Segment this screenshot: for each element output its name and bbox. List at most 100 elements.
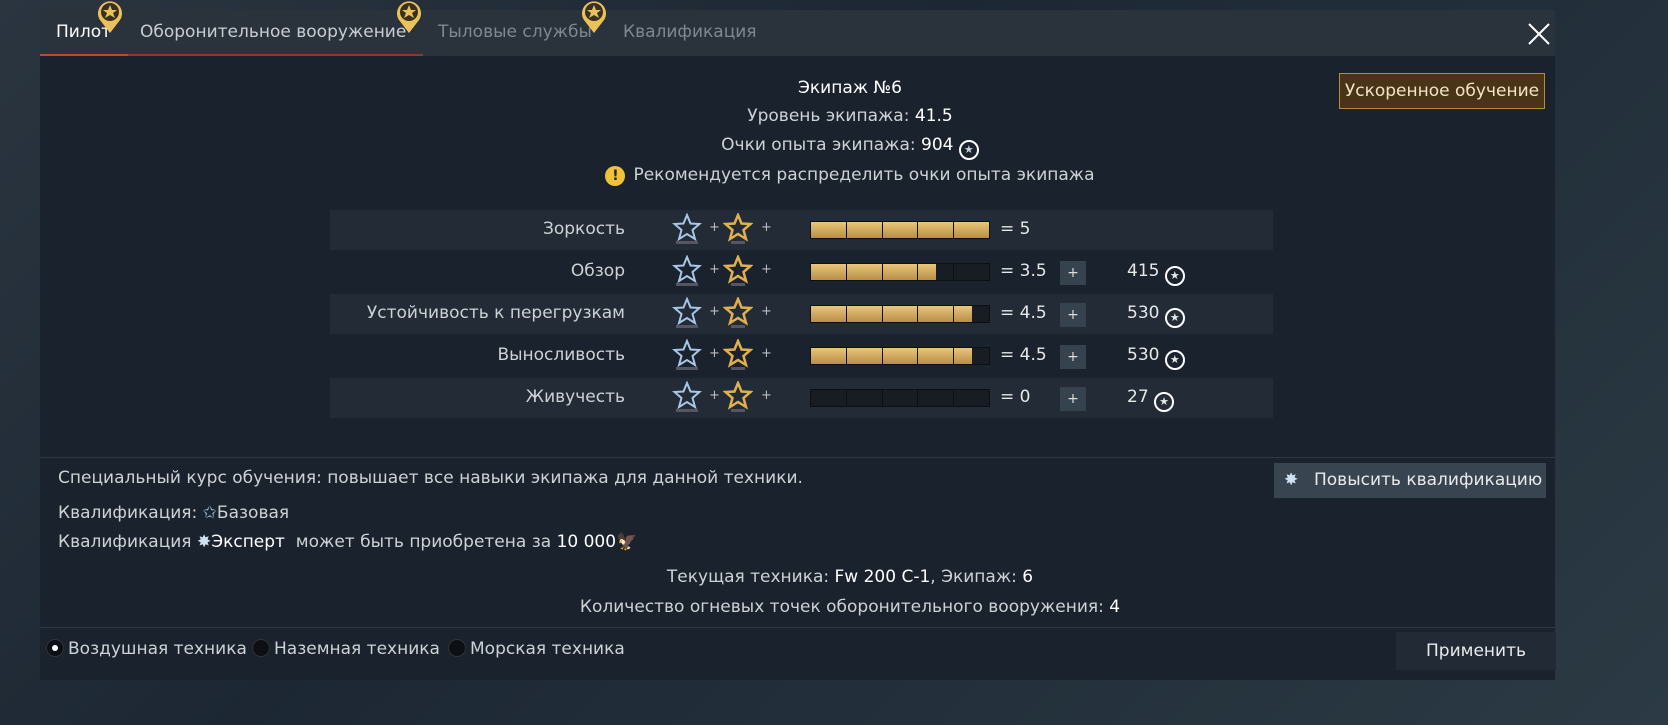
tab-rear-services[interactable]: Тыловые службы — [438, 22, 592, 42]
expert-prefix: Квалификация — [58, 532, 192, 552]
expert-qualification-icon — [722, 253, 754, 287]
plus-sign: + — [761, 388, 772, 403]
star-badge-icon — [98, 1, 122, 33]
skill-bar-segment — [954, 264, 989, 280]
tab-defensive-armament[interactable]: Оборонительное вооружение — [140, 22, 407, 42]
plus-sign: + — [709, 346, 720, 361]
crew-xp-icon: ★ — [1154, 392, 1175, 412]
star-badge-icon — [397, 1, 421, 33]
skill-value: = 4.5 — [1000, 345, 1047, 365]
tab-pilot[interactable]: Пилот — [56, 22, 112, 42]
radio-air-vehicles[interactable]: Воздушная техника — [46, 639, 247, 659]
skill-bar-segment — [882, 348, 918, 364]
crew-level-value: 41.5 — [914, 106, 953, 126]
crew-xp-value: 904 — [921, 135, 954, 155]
plus-sign: + — [709, 304, 720, 319]
skill-bar-segment — [811, 348, 846, 364]
skill-level-bar[interactable] — [810, 221, 990, 239]
basic-qualification-icon — [671, 212, 703, 245]
skill-cost: 415 ★ — [1127, 261, 1185, 286]
expert-qualification-icon — [722, 379, 754, 413]
skill-bar-segment — [882, 264, 918, 280]
skill-row: Зоркость + + = 5 — [330, 210, 1273, 250]
plus-sign: + — [761, 262, 772, 277]
plus-sign: + — [709, 262, 720, 277]
expert-qualification-icon: ✸ — [1284, 470, 1299, 490]
increase-skill-button[interactable]: + — [1060, 345, 1086, 369]
skill-level-bar[interactable] — [810, 305, 990, 323]
radio-indicator — [252, 639, 270, 657]
skill-value: = 3.5 — [1000, 261, 1047, 281]
star-badge-icon — [582, 1, 606, 33]
skill-level-bar[interactable] — [810, 389, 990, 407]
increase-skill-button[interactable]: + — [1060, 387, 1086, 411]
plus-sign: + — [709, 388, 720, 403]
radio-label: Наземная техника — [274, 639, 440, 659]
qualification-label: Квалификация: — [58, 503, 198, 523]
expert-qualification-icon: ✸ — [196, 532, 212, 552]
crew-xp-icon: ★ — [958, 140, 979, 160]
skill-bar-segment — [846, 222, 882, 238]
warning-icon: ! — [605, 166, 626, 186]
skill-bar-segment — [882, 390, 918, 406]
crew-title: Экипаж №6 — [798, 78, 902, 98]
basic-qualification-icon — [671, 380, 703, 413]
golden-eagle-icon: 🦅 — [616, 532, 638, 552]
skill-bar-segment — [954, 348, 989, 364]
skill-cost-value: 415 — [1127, 261, 1160, 281]
plus-sign: + — [709, 220, 720, 235]
expert-offer: Квалификация ✸Эксперт может быть приобре… — [58, 532, 637, 552]
radio-ground-vehicles[interactable]: Наземная техника — [252, 639, 440, 659]
skill-value: = 5 — [1000, 219, 1031, 239]
skill-bar-segment — [846, 348, 882, 364]
tab-qualification[interactable]: Квалификация — [623, 22, 757, 42]
plus-sign: + — [761, 346, 772, 361]
skill-name: Устойчивость к перегрузкам — [366, 303, 625, 323]
divider — [40, 627, 1555, 628]
skill-bar-segment — [954, 222, 989, 238]
expert-price: 10 000 — [556, 532, 617, 552]
skill-cost: 530 ★ — [1127, 303, 1185, 328]
plus-sign: + — [761, 304, 772, 319]
skill-bar-segment — [811, 264, 846, 280]
radio-label: Воздушная техника — [68, 639, 247, 659]
current-vehicle: Текущая техника: Fw 200 C-1, Экипаж: 6 — [40, 567, 1660, 587]
skill-level-bar[interactable] — [810, 263, 990, 281]
qualification-value: Базовая — [216, 503, 290, 523]
apply-button[interactable]: Применить — [1396, 632, 1556, 670]
skill-bar-segment — [918, 306, 954, 322]
radio-naval-vehicles[interactable]: Морская техника — [448, 639, 625, 659]
crew-level: Уровень экипажа: 41.5 — [40, 106, 1660, 126]
skill-cost-value: 27 — [1127, 387, 1149, 407]
skill-name: Зоркость — [542, 219, 625, 239]
skill-bar-segment — [882, 222, 918, 238]
radio-indicator — [46, 639, 64, 657]
crew-xp-label: Очки опыта экипажа: — [721, 135, 916, 155]
accelerated-training-button[interactable]: Ускоренное обучение — [1339, 73, 1545, 109]
expert-qualification-icon — [722, 211, 754, 245]
upgrade-qualification-label: Повысить квалификацию — [1314, 470, 1543, 490]
guns-label: Количество огневых точек оборонительного… — [579, 597, 1104, 617]
qualification-current: Квалификация: ✩Базовая — [58, 503, 289, 523]
crew-window: Пилот Оборонительное вооружение Тыловые … — [40, 1, 1556, 680]
tab-underline-active — [40, 54, 128, 56]
crew-level-label: Уровень экипажа: — [747, 106, 910, 126]
skill-level-bar[interactable] — [810, 347, 990, 365]
skill-bar-segment — [846, 264, 882, 280]
increase-skill-button[interactable]: + — [1060, 303, 1086, 327]
radio-indicator — [448, 639, 466, 657]
expert-qualification-icon — [722, 295, 754, 329]
skill-cost: 530 ★ — [1127, 345, 1185, 370]
skill-bar-segment — [846, 390, 882, 406]
radio-label: Морская техника — [470, 639, 625, 659]
close-icon[interactable] — [1525, 20, 1553, 48]
skill-row: Выносливость + + = 4.5 + 530 ★ — [330, 336, 1273, 376]
crew-warning: ! Рекомендуется распределить очки опыта э… — [40, 165, 1660, 186]
increase-skill-button[interactable]: + — [1060, 261, 1086, 285]
skill-bar-segment — [918, 348, 954, 364]
crew-xp-icon: ★ — [1164, 350, 1185, 370]
tab-bar: Пилот Оборонительное вооружение Тыловые … — [40, 1, 1555, 56]
expert-qualification-icon — [722, 337, 754, 371]
skill-bar-segment — [954, 306, 989, 322]
upgrade-qualification-button[interactable]: ✸ Повысить квалификацию — [1274, 463, 1546, 498]
